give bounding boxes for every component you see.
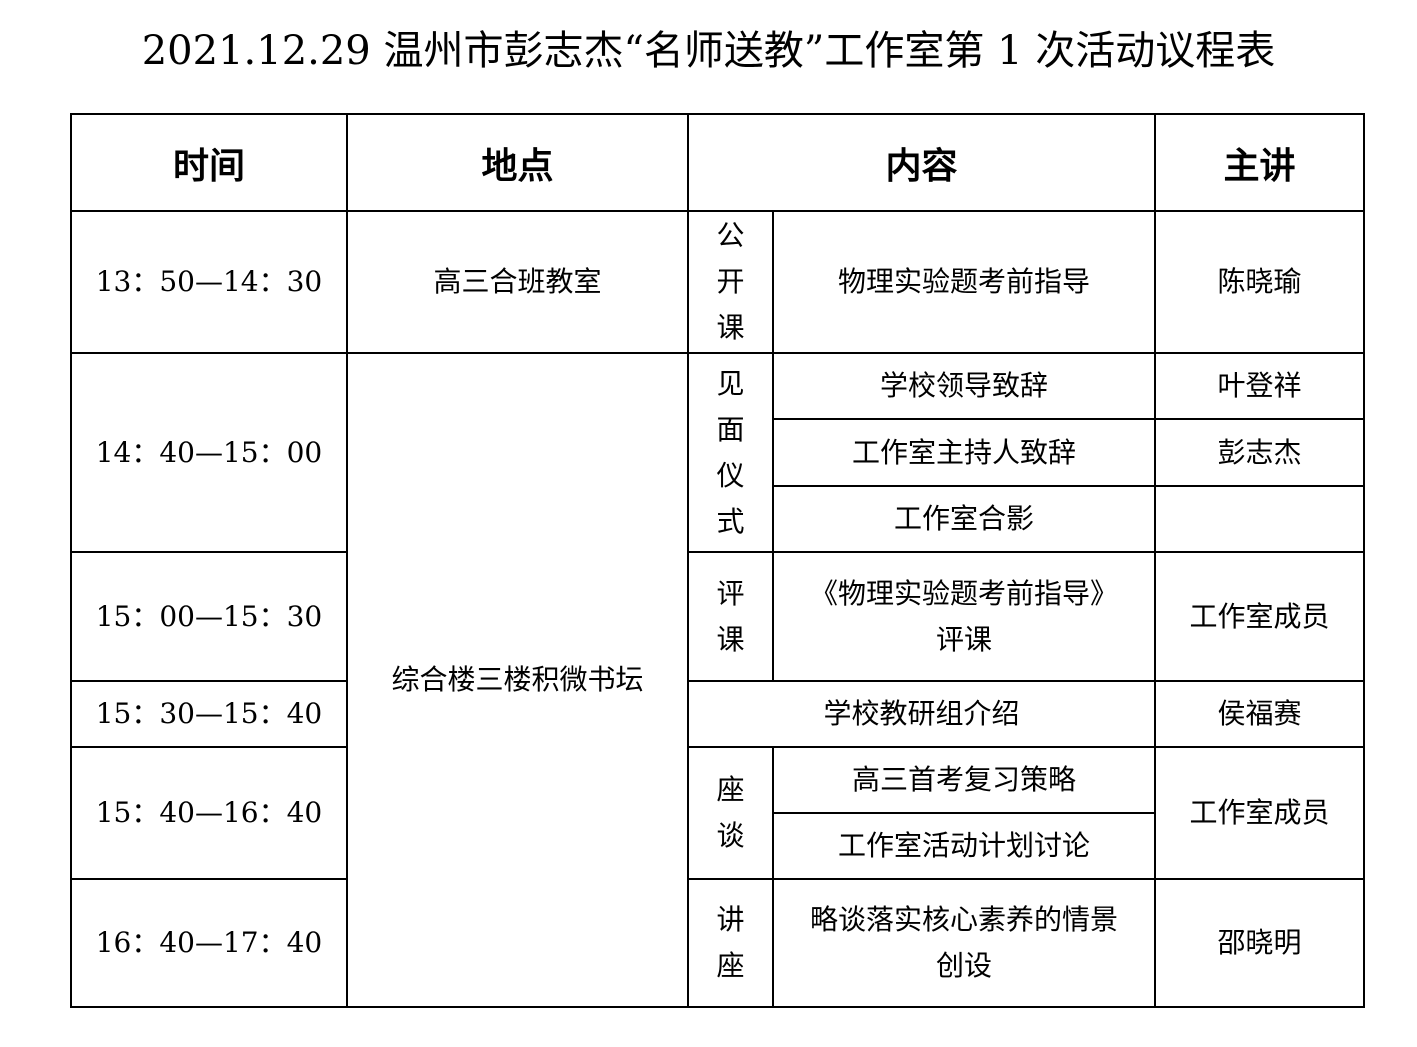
time-cell: 14：40—15：00 [70, 352, 348, 553]
table-row: 工作室主持人致辞 彭志杰 [71, 418, 1365, 487]
content-cell: 高三首考复习策略 [772, 746, 1156, 814]
speaker-cell: 工作室成员 [1154, 746, 1365, 880]
header-content: 内容 [687, 113, 1156, 212]
header-row: 时间 地点 内容 主讲 [70, 113, 1365, 212]
content-cell: 学校教研组介绍 [687, 680, 1156, 748]
header-speaker: 主讲 [1154, 113, 1365, 212]
place-cell: 高三合班教室 [346, 210, 689, 354]
table-row: 13：50—14：30 高三合班教室 公开课 物理实验题考前指导 陈晓瑜 [70, 210, 1365, 354]
header-time: 时间 [70, 113, 348, 212]
content-cell: 工作室活动计划讨论 [772, 812, 1156, 880]
time-cell: 13：50—14：30 [70, 210, 348, 354]
table-row: 15：00—15：30 评课 《物理实验题考前指导》 评课 工作室成员 [70, 551, 1365, 682]
time-cell: 15：30—15：40 [70, 680, 348, 748]
category-cell: 讲座 [687, 878, 774, 1008]
category-cell: 公开课 [687, 210, 774, 354]
time-cell: 15：00—15：30 [70, 551, 348, 682]
speaker-cell: 叶登祥 [1154, 352, 1365, 420]
category-cell: 评课 [687, 551, 774, 682]
header-place: 地点 [346, 113, 689, 212]
category-cell: 见面仪式 [687, 352, 774, 553]
table-row: 16：40—17：40 讲座 略谈落实核心素养的情景 创设 邵晓明 [70, 878, 1365, 1008]
content-cell: 《物理实验题考前指导》 评课 [772, 551, 1156, 682]
table-row: 14：40—15：00 综合楼三楼积微书坛 见面仪式 学校领导致辞 叶登祥 [70, 352, 1365, 1008]
table-row: 15：30—15：40 学校教研组介绍 侯福赛 [70, 680, 1365, 748]
time-cell: 16：40—17：40 [70, 878, 348, 1008]
content-cell: 物理实验题考前指导 [772, 210, 1156, 354]
content-cell: 工作室主持人致辞 [772, 418, 1156, 487]
content-cell: 略谈落实核心素养的情景 创设 [772, 878, 1156, 1008]
speaker-cell: 邵晓明 [1154, 878, 1365, 1008]
agenda-table: 时间 地点 内容 主讲 13：50—14：30 高三合班教室 公开课 物理实验题… [70, 113, 1365, 1008]
speaker-cell: 侯福赛 [1154, 680, 1365, 748]
speaker-cell: 彭志杰 [1154, 418, 1365, 487]
content-cell: 工作室合影 [772, 485, 1156, 553]
content-cell: 学校领导致辞 [772, 352, 1156, 420]
table-row: 15：40—16：40 座谈 高三首考复习策略 工作室成员 [70, 746, 1365, 880]
time-cell: 15：40—16：40 [70, 746, 348, 880]
table-row: 工作室活动计划讨论 [71, 812, 1364, 880]
speaker-cell [1154, 485, 1365, 553]
speaker-cell: 工作室成员 [1154, 551, 1365, 682]
category-cell: 座谈 [687, 746, 774, 880]
page-title: 2021.12.29 温州市彭志杰“名师送教”工作室第 1 次活动议程表 [141, 28, 1276, 74]
place-cell: 综合楼三楼积微书坛 [346, 352, 689, 1008]
speaker-cell: 陈晓瑜 [1154, 210, 1365, 354]
table-row: 工作室合影 [71, 485, 1365, 553]
